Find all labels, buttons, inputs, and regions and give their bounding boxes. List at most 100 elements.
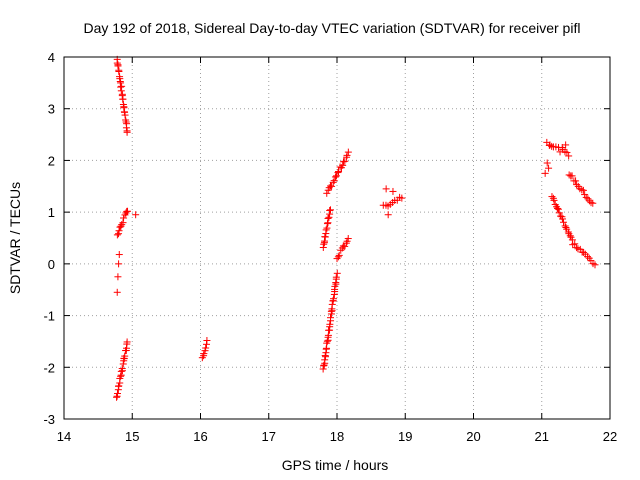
data-point	[333, 269, 341, 277]
data-point	[554, 205, 562, 213]
x-tick-label: 15	[125, 429, 139, 444]
data-point	[117, 222, 125, 230]
data-point	[114, 273, 122, 281]
data-point	[115, 227, 123, 235]
data-point	[580, 248, 588, 256]
data-point	[113, 393, 121, 401]
data-point	[326, 206, 334, 214]
data-point	[321, 352, 329, 360]
data-point	[321, 356, 329, 364]
x-tick-label: 18	[330, 429, 344, 444]
data-point	[568, 172, 576, 180]
grid	[64, 57, 610, 419]
data-point	[548, 142, 556, 150]
data-point	[115, 251, 123, 259]
data-point	[562, 223, 570, 231]
x-axis-label: GPS time / hours	[282, 457, 389, 473]
data-point	[122, 209, 130, 217]
y-tick-label: -1	[43, 309, 55, 324]
data-point	[548, 193, 556, 201]
data-point	[326, 320, 334, 328]
data-point	[546, 141, 554, 149]
data-point	[202, 344, 210, 352]
data-point	[327, 314, 335, 322]
data-point	[120, 104, 128, 112]
y-tick-label: -3	[43, 412, 55, 427]
data-point	[334, 253, 342, 261]
data-point	[573, 181, 581, 189]
data-point	[113, 59, 121, 67]
chart-title: Day 192 of 2018, Sidereal Day-to-day VTE…	[84, 20, 581, 36]
y-tick-label: 4	[48, 50, 55, 65]
data-point	[553, 204, 561, 212]
data-point	[123, 128, 131, 136]
data-point	[117, 83, 125, 91]
data-point	[559, 215, 567, 223]
data-point	[115, 260, 123, 268]
data-point	[113, 231, 121, 239]
data-point	[324, 214, 332, 222]
data-point	[571, 240, 579, 248]
data-point	[121, 352, 129, 360]
x-tick-label: 19	[398, 429, 412, 444]
x-tick-label: 21	[535, 429, 549, 444]
data-point	[331, 173, 339, 181]
data-point	[332, 172, 340, 180]
data-point	[578, 186, 586, 194]
data-point	[114, 62, 122, 70]
data-point	[116, 75, 124, 83]
data-point	[320, 240, 328, 248]
data-point	[341, 157, 349, 165]
data-point	[113, 288, 121, 296]
data-point	[341, 242, 349, 250]
x-tick-label: 22	[603, 429, 617, 444]
data-point	[335, 251, 343, 259]
y-tick-label: 0	[48, 257, 55, 272]
data-point	[117, 367, 125, 375]
data-point	[330, 295, 338, 303]
data-point	[562, 141, 570, 149]
data-point	[118, 365, 126, 373]
y-axis-label: SDTVAR / TECUs	[7, 182, 23, 294]
data-point	[132, 211, 140, 219]
data-point	[573, 244, 581, 252]
data-point	[382, 185, 390, 193]
data-point	[325, 213, 333, 221]
y-tick-label: 1	[48, 205, 55, 220]
data-point	[329, 178, 337, 186]
data-point	[320, 361, 328, 369]
x-tick-label: 16	[193, 429, 207, 444]
data-point	[113, 390, 121, 398]
data-point	[115, 230, 123, 238]
data-point	[124, 207, 132, 215]
data-point	[332, 273, 340, 281]
plot-frame	[63, 56, 611, 420]
data-point	[339, 161, 347, 169]
data-point	[541, 169, 549, 177]
data-point	[591, 261, 599, 269]
data-point	[384, 211, 392, 219]
y-tick-label: -2	[43, 360, 55, 375]
plot-area	[113, 55, 599, 401]
data-point	[555, 209, 563, 217]
data-point	[587, 199, 595, 207]
data-point	[118, 92, 126, 100]
data-point	[323, 224, 331, 232]
data-point	[117, 87, 125, 95]
data-point	[550, 196, 558, 204]
data-point	[344, 235, 352, 243]
y-tick-label: 3	[48, 102, 55, 117]
data-point	[584, 253, 592, 261]
data-point	[572, 177, 580, 185]
data-point	[565, 171, 573, 179]
data-point	[123, 338, 131, 346]
data-point	[561, 222, 569, 230]
data-point	[344, 148, 352, 156]
data-point	[115, 382, 123, 390]
x-tick-label: 20	[466, 429, 480, 444]
x-tick-label: 14	[57, 429, 71, 444]
data-point	[565, 152, 573, 160]
data-point	[579, 186, 587, 194]
data-point	[121, 111, 129, 119]
